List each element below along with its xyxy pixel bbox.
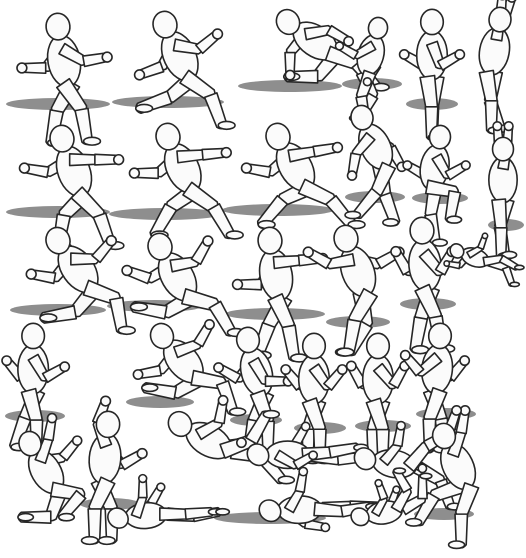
sprite-leap-run: [132, 319, 247, 417]
sprite-punch-long-lunge: [240, 122, 366, 230]
sprite-wrapper: [1, 322, 71, 456]
sprite-wrapper: [443, 232, 525, 288]
sprite-curled-up: [350, 467, 433, 527]
sprite-stand-guard: [390, 216, 458, 355]
sprite-lying-side-2: [258, 466, 390, 533]
sprite-punch-wide: [18, 124, 125, 252]
sprite-hanging-kick: [404, 404, 480, 550]
sprite-crumpled-fall: [443, 232, 525, 288]
sprite-stance-lunge: [133, 10, 236, 131]
sprite-kneel-fall: [17, 412, 87, 524]
sprite-stand-arms-bent: [1, 322, 71, 456]
sprite-lying-back: [107, 473, 231, 530]
sprite-turn-around: [398, 8, 466, 142]
sprite-walk-lean: [344, 104, 408, 227]
sprite-punch-lunge: [128, 122, 244, 240]
sprite-knee-raise: [402, 124, 471, 247]
sprite-run-crouch: [25, 226, 136, 336]
sprite-run-stride: [121, 232, 246, 338]
sprite-punch-reach: [231, 226, 329, 363]
drop-shadow: [126, 396, 194, 408]
sprite-hanging-dangle: [488, 120, 518, 261]
sprite-hanging-twist: [478, 0, 517, 135]
